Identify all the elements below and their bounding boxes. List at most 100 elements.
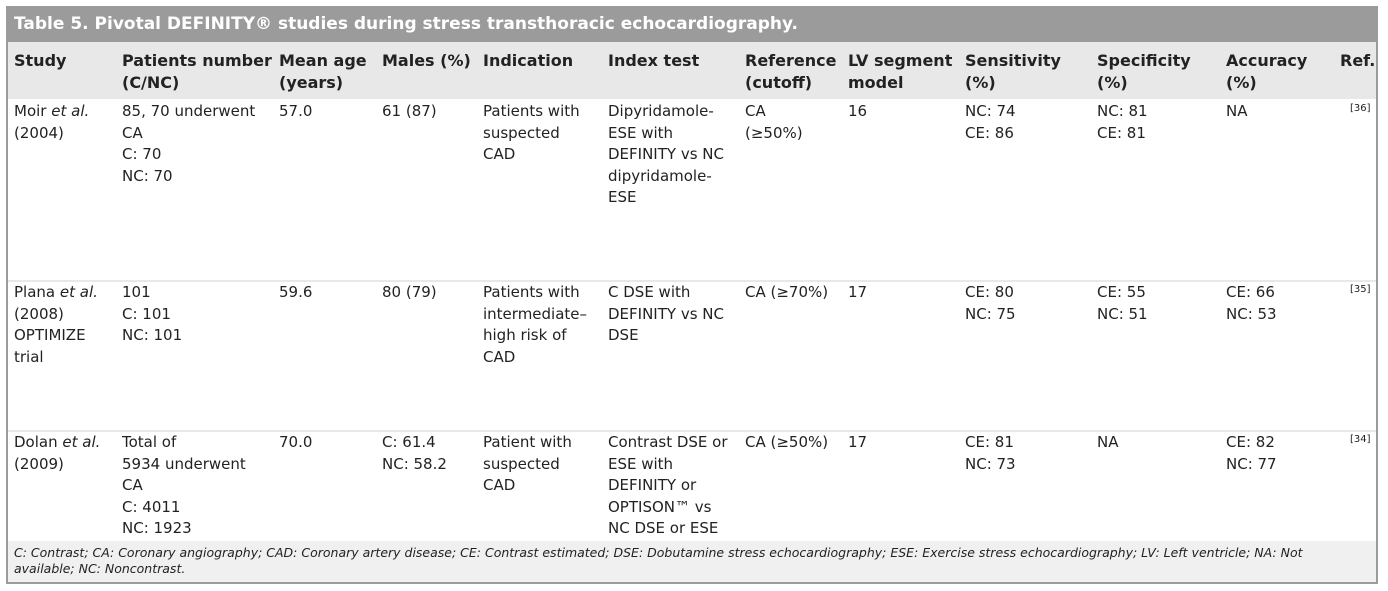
cell-line: NC: 73	[965, 454, 1016, 473]
footnote-background	[8, 541, 1376, 582]
header-line: (C/NC)	[122, 72, 180, 92]
cell-line: 85, 70 underwent	[122, 102, 256, 120]
study-cell: Moir et al. (2004)	[14, 101, 89, 144]
study-detail: (2008)	[14, 304, 64, 323]
study-author: Dolan	[14, 433, 58, 451]
study-detail: (2004)	[14, 123, 64, 142]
header-line: (%)	[1097, 72, 1128, 92]
header-line: Index test	[608, 51, 700, 70]
cell-line: 59.6	[279, 283, 313, 301]
table-cell: CA (≥70%)	[745, 282, 828, 304]
study-detail: trial	[14, 347, 44, 366]
cell-line: Patients with	[483, 102, 580, 120]
cell-line: CE: 81	[1097, 123, 1146, 142]
cell-line: 16	[848, 102, 868, 120]
reference-number: [36]	[1350, 103, 1371, 114]
cell-line: CA	[745, 102, 766, 120]
cell-line: C: 101	[122, 304, 171, 323]
cell-line: CE: 80	[965, 283, 1014, 301]
study-et-al: et al.	[62, 433, 101, 451]
cell-line: ESE with	[608, 123, 674, 142]
table-cell: 80 (79)	[382, 282, 437, 304]
table-cell: 59.6	[279, 282, 312, 304]
header-line: Males (%)	[382, 51, 471, 70]
cell-line: ESE	[608, 188, 637, 206]
cell-line: (≥50%)	[745, 123, 803, 142]
row-separator	[8, 280, 1376, 282]
cell-line: CA (≥50%)	[745, 433, 829, 451]
table-cell: 57.0	[279, 101, 312, 123]
header-line: Indication	[483, 51, 574, 70]
cell-line: CE: 82	[1226, 433, 1275, 451]
table-cell: NC: 74 CE: 86	[965, 101, 1016, 144]
table-cell: 16	[848, 101, 867, 123]
column-header: Sensitivity (%)	[965, 50, 1061, 93]
title-bar	[6, 6, 1378, 42]
table-cell: CE: 55 NC: 51	[1097, 282, 1148, 325]
cell-line: NC DSE or ESE	[608, 519, 719, 537]
column-header: Index test	[608, 50, 699, 72]
cell-line: NA	[1226, 102, 1248, 120]
table-cell: Total of 5934 underwent CA C: 4011 NC: 1923	[122, 432, 246, 540]
cell-line: Dipyridamole-	[608, 102, 714, 120]
table-cell: NA	[1097, 432, 1118, 454]
cell-line: C: 4011	[122, 497, 181, 516]
header-line: Ref.	[1340, 51, 1376, 70]
study-et-al: et al.	[51, 102, 90, 120]
cell-line: Total of	[122, 433, 177, 451]
header-line: Specificity	[1097, 51, 1191, 70]
cell-line: 101	[122, 283, 151, 301]
cell-line: CE: 66	[1226, 283, 1275, 301]
cell-line: 70.0	[279, 433, 313, 451]
column-header: Mean age (years)	[279, 50, 367, 93]
row-separator	[8, 430, 1376, 432]
column-header: Specificity (%)	[1097, 50, 1191, 93]
study-line: Dolan et al.	[14, 432, 100, 454]
cell-line: suspected	[483, 454, 560, 473]
cell-line: NC: 101	[122, 326, 183, 344]
cell-line: 5934 underwent	[122, 454, 246, 473]
header-line: Patients number	[122, 51, 272, 70]
cell-line: CE: 55	[1097, 283, 1146, 301]
column-header: Males (%)	[382, 50, 471, 72]
cell-line: NC: 51	[1097, 304, 1148, 323]
header-line: Accuracy	[1226, 51, 1308, 70]
study-line: Moir et al.	[14, 101, 89, 123]
cell-line: 80 (79)	[382, 283, 437, 301]
header-background	[8, 42, 1376, 99]
cell-line: 17	[848, 433, 868, 451]
cell-line: 17	[848, 283, 868, 301]
cell-line: DSE	[608, 326, 639, 344]
cell-line: DEFINITY or	[608, 476, 697, 494]
table-cell: 61 (87)	[382, 101, 437, 123]
header-line: (years)	[279, 72, 344, 92]
cell-line: NC: 74	[965, 102, 1016, 120]
column-header: Ref.	[1340, 50, 1375, 72]
cell-line: CE: 86	[965, 123, 1014, 142]
table-cell: 17	[848, 282, 867, 304]
cell-line: CAD	[483, 145, 516, 163]
cell-line: NC: 70	[122, 166, 173, 185]
cell-line: CA	[122, 476, 143, 494]
study-cell: Plana et al. (2008) OPTIMIZE trial	[14, 282, 98, 368]
study-line: Plana et al.	[14, 282, 98, 304]
header-line: (%)	[965, 72, 996, 92]
column-header: LV segment model	[848, 50, 952, 93]
cell-line: NA	[1097, 433, 1119, 451]
cell-line: Patients with	[483, 283, 580, 301]
cell-line: dipyridamole-	[608, 166, 712, 185]
table-cell: Dipyridamole- ESE with DEFINITY vs NC dipyr…	[608, 101, 724, 209]
table-cell: CE: 66 NC: 53	[1226, 282, 1277, 325]
cell-line: NC: 75	[965, 304, 1016, 323]
study-detail: (2009)	[14, 454, 64, 473]
study-detail: OPTIMIZE	[14, 326, 86, 344]
cell-line: Contrast DSE or	[608, 433, 728, 451]
table-cell: 70.0	[279, 432, 312, 454]
cell-line: NC: 77	[1226, 454, 1277, 473]
cell-line: 61 (87)	[382, 102, 437, 120]
table-cell: Patients with suspected CAD	[483, 101, 580, 166]
header-line: Mean age	[279, 51, 367, 70]
cell-line: OPTISON™ vs	[608, 497, 712, 516]
footnote: C: Contrast; CA: Coronary angiography; C…	[14, 545, 1303, 576]
cell-line: ESE with	[608, 454, 674, 473]
